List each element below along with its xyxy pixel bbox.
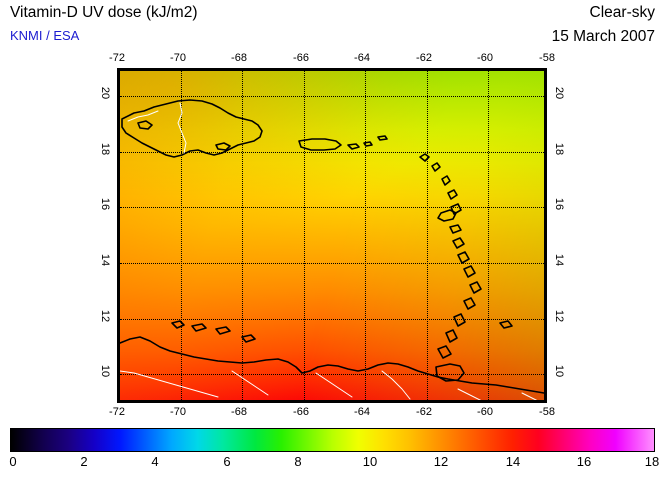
cbar-tick-14: 14: [505, 454, 521, 469]
ytick-right-16: 16: [553, 197, 565, 211]
gridline-lat-14: [120, 263, 544, 264]
gridline-lon--64: [365, 71, 366, 400]
ytick-right-10: 10: [553, 364, 565, 378]
gridline-lat-18: [120, 152, 544, 153]
ytick-left-20: 20: [99, 86, 111, 100]
gridline-lon--62: [427, 71, 428, 400]
xtick-top--68: -68: [231, 52, 247, 64]
cbar-tick-16: 16: [576, 454, 592, 469]
uv-dose-northwest-lobe: [120, 71, 544, 400]
cbar-tick-18: 18: [644, 454, 660, 469]
gridline-lon--66: [304, 71, 305, 400]
gridline-lon--60: [488, 71, 489, 400]
ytick-right-12: 12: [553, 309, 565, 323]
xtick-bottom--58: -58: [539, 406, 555, 418]
ytick-left-14: 14: [99, 253, 111, 267]
xtick-bottom--62: -62: [416, 406, 432, 418]
sky-condition-label: Clear-sky: [589, 4, 655, 21]
ytick-left-12: 12: [99, 309, 111, 323]
xtick-bottom--60: -60: [477, 406, 493, 418]
cbar-tick-0: 0: [9, 454, 17, 469]
date-label: 15 March 2007: [551, 28, 655, 45]
uv-dose-field: [120, 71, 544, 400]
map-plot: -72 -70 -68 -66 -64 -62 -60 -58 -72 -70 …: [99, 52, 565, 418]
ytick-left-16: 16: [99, 197, 111, 211]
cbar-tick-8: 8: [294, 454, 302, 469]
xtick-top--60: -60: [477, 52, 493, 64]
gridline-lat-16: [120, 207, 544, 208]
cbar-tick-6: 6: [223, 454, 231, 469]
ytick-left-10: 10: [99, 364, 111, 378]
ytick-left-18: 18: [99, 142, 111, 156]
gridline-lat-10: [120, 374, 544, 375]
cbar-tick-4: 4: [151, 454, 159, 469]
colorbar: [10, 428, 655, 452]
gridline-lat-20: [120, 96, 544, 97]
cbar-tick-10: 10: [362, 454, 378, 469]
ytick-right-20: 20: [553, 86, 565, 100]
gridline-lon--70: [181, 71, 182, 400]
colorbar-gradient: [10, 428, 655, 452]
colorbar-tick-labels: 0 2 4 6 8 10 12 14 16 18: [0, 454, 665, 474]
cbar-tick-12: 12: [433, 454, 449, 469]
xtick-bottom--68: -68: [231, 406, 247, 418]
xtick-top--64: -64: [354, 52, 370, 64]
ytick-right-18: 18: [553, 142, 565, 156]
cbar-tick-2: 2: [80, 454, 88, 469]
gridline-lat-12: [120, 319, 544, 320]
xtick-top--72: -72: [109, 52, 125, 64]
xtick-bottom--66: -66: [293, 406, 309, 418]
xtick-bottom--64: -64: [354, 406, 370, 418]
xtick-top--62: -62: [416, 52, 432, 64]
xtick-bottom--70: -70: [170, 406, 186, 418]
ytick-right-14: 14: [553, 253, 565, 267]
xtick-top--66: -66: [293, 52, 309, 64]
page-title: Vitamin-D UV dose (kJ/m2): [10, 4, 198, 21]
map-frame: [117, 68, 547, 403]
xtick-bottom--72: -72: [109, 406, 125, 418]
xtick-top--58: -58: [539, 52, 555, 64]
xtick-top--70: -70: [170, 52, 186, 64]
gridline-lon--68: [242, 71, 243, 400]
credit-label: KNMI / ESA: [10, 28, 80, 43]
